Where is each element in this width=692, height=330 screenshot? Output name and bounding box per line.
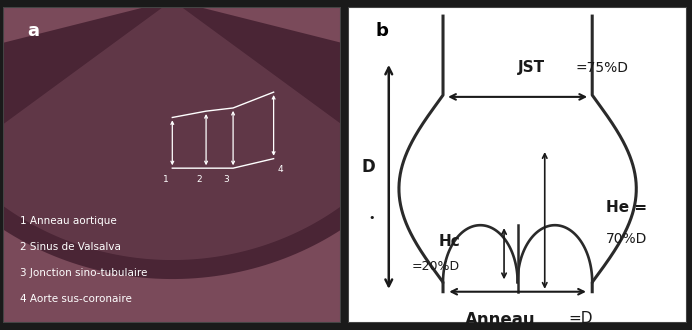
Text: •: • [369, 213, 375, 223]
Text: 3 Jonction sino-tubulaire: 3 Jonction sino-tubulaire [20, 268, 147, 278]
Text: Anneau: Anneau [465, 311, 536, 329]
Text: 3: 3 [224, 175, 229, 183]
Text: =D: =D [568, 311, 593, 326]
Text: a: a [27, 22, 39, 41]
Text: b: b [375, 22, 388, 41]
Text: 4: 4 [277, 165, 283, 174]
Text: 1 Anneau aortique: 1 Anneau aortique [20, 216, 117, 226]
Text: 2 Sinus de Valsalva: 2 Sinus de Valsalva [20, 242, 121, 252]
Text: 70%D: 70%D [606, 232, 647, 247]
Text: =75%D: =75%D [575, 61, 628, 75]
Text: 2: 2 [197, 175, 202, 183]
Polygon shape [0, 0, 390, 260]
Text: 4 Aorte sus-coronaire: 4 Aorte sus-coronaire [20, 294, 132, 304]
Text: JST: JST [518, 60, 545, 75]
Text: D: D [361, 158, 375, 176]
Text: Hc: Hc [438, 234, 460, 248]
Text: He =: He = [606, 200, 647, 215]
Text: =20%D: =20%D [412, 260, 460, 273]
Text: 1: 1 [163, 175, 168, 183]
Polygon shape [0, 0, 459, 279]
